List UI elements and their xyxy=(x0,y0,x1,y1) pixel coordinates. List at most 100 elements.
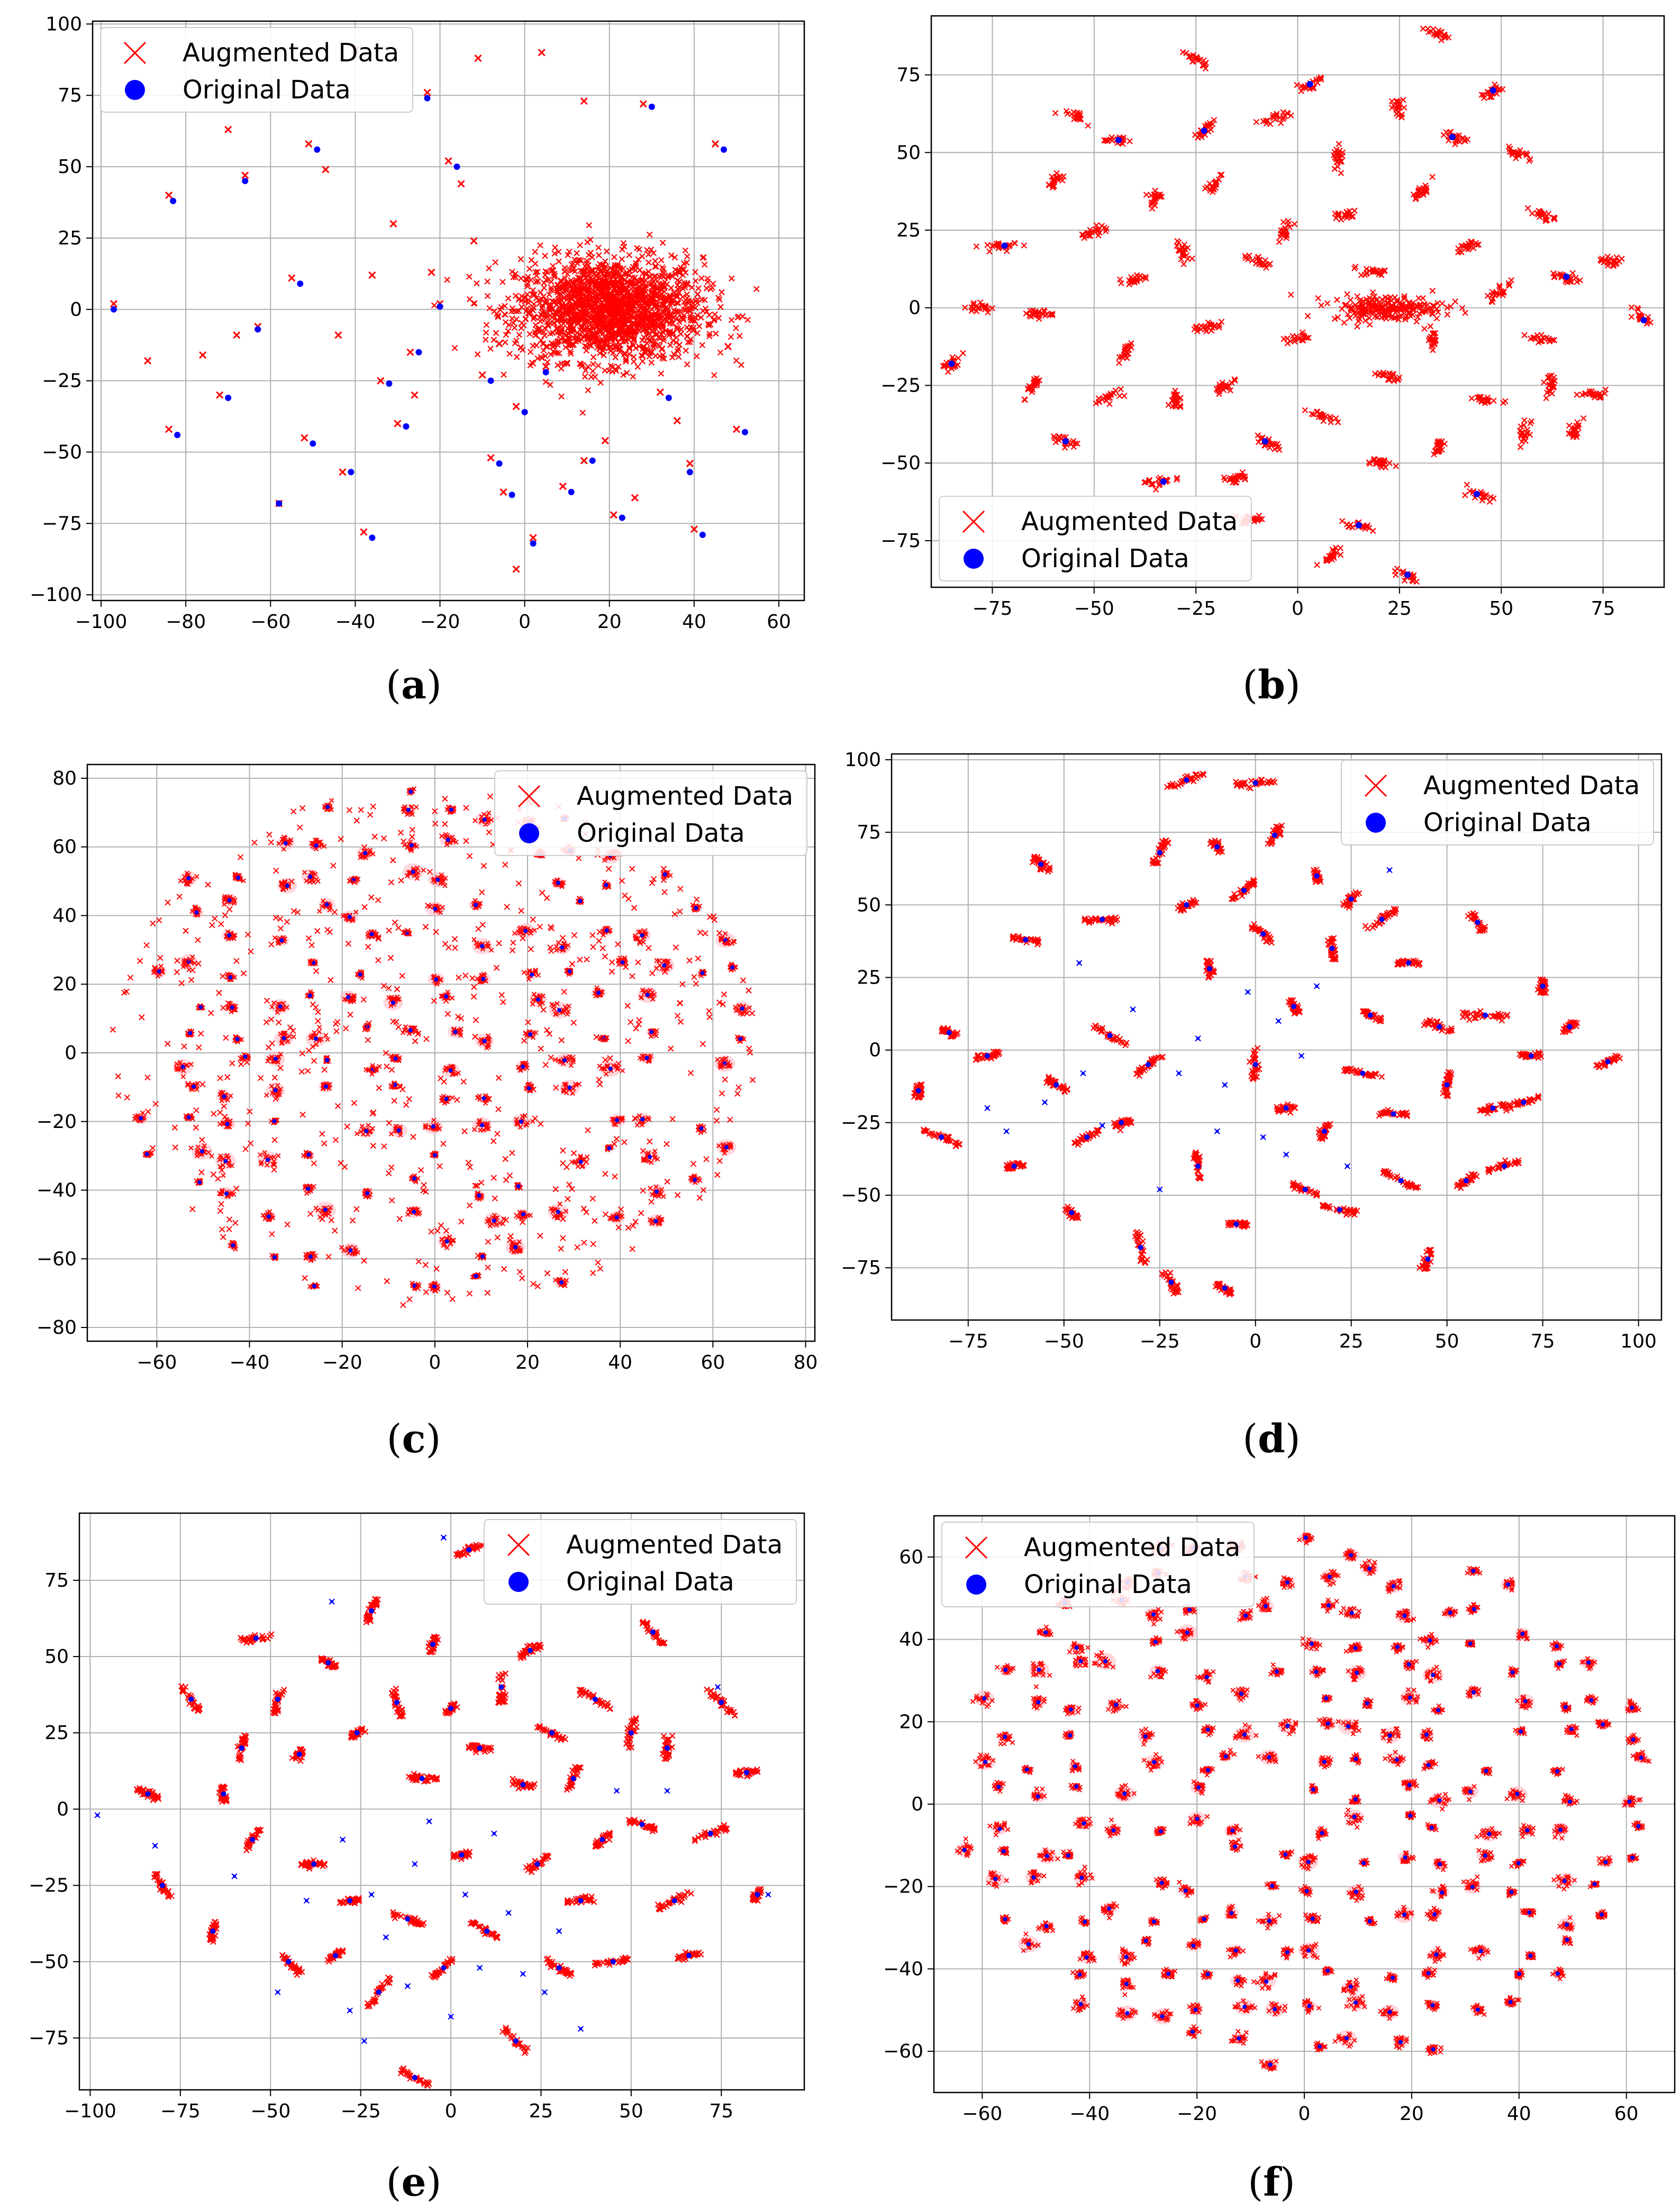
original-point xyxy=(306,1152,311,1157)
augmented-point xyxy=(676,341,683,348)
augmented-point xyxy=(558,393,565,400)
original-point xyxy=(281,1036,286,1041)
caption-letter: a xyxy=(401,662,426,708)
augmented-point xyxy=(960,350,966,357)
augmented-point xyxy=(548,278,555,285)
augmented-point xyxy=(718,304,724,310)
augmented-point xyxy=(317,1024,322,1030)
augmented-point xyxy=(1347,297,1354,303)
augmented-point xyxy=(1427,323,1434,330)
augmented-point xyxy=(597,379,604,386)
augmented-point xyxy=(986,248,993,255)
augmented-point xyxy=(1440,132,1447,138)
original-point xyxy=(396,1128,401,1133)
original-point xyxy=(496,460,503,467)
original-point xyxy=(1261,438,1268,445)
original-point xyxy=(266,1214,271,1219)
augmented-point xyxy=(492,259,498,266)
augmented-point xyxy=(518,304,525,310)
original-point xyxy=(111,306,117,313)
augmented-point xyxy=(305,140,313,148)
original-point xyxy=(266,1158,270,1162)
augmented-point xyxy=(517,256,524,262)
augmented-point xyxy=(701,261,708,268)
augmented-point xyxy=(656,388,664,396)
original-point xyxy=(607,1146,612,1151)
augmented-point xyxy=(681,280,688,286)
scatter-marks xyxy=(110,46,760,573)
augmented-point xyxy=(1127,138,1133,144)
augmented-point xyxy=(474,54,482,62)
augmented-point xyxy=(339,468,347,476)
augmented-point xyxy=(484,293,491,299)
augmented-point xyxy=(484,278,491,285)
y-tick-label: 50 xyxy=(896,142,921,163)
augmented-point xyxy=(634,284,641,291)
original-point xyxy=(513,1245,518,1250)
original-point xyxy=(448,1068,453,1073)
original-point xyxy=(480,1254,485,1259)
augmented-point xyxy=(737,333,743,339)
augmented-point xyxy=(611,254,617,260)
original-point xyxy=(615,1118,620,1123)
original-point xyxy=(431,1124,435,1129)
augmented-point xyxy=(1339,306,1345,312)
augmented-point xyxy=(577,242,583,249)
augmented-point xyxy=(576,257,583,263)
augmented-point xyxy=(667,342,674,349)
augmented-point xyxy=(1502,398,1509,405)
augmented-point xyxy=(955,355,961,361)
augmented-point xyxy=(411,391,419,399)
augmented-point xyxy=(491,336,497,343)
augmented-point xyxy=(506,350,513,357)
augmented-point xyxy=(601,436,609,444)
augmented-point xyxy=(601,333,608,340)
augmented-point xyxy=(482,336,489,343)
original-point xyxy=(640,1117,645,1122)
original-point xyxy=(474,1273,478,1278)
augmented-point xyxy=(547,381,553,388)
original-point xyxy=(415,349,422,356)
augmented-point xyxy=(466,274,473,280)
augmented-point xyxy=(428,268,435,276)
original-point xyxy=(225,1122,230,1126)
augmented-point xyxy=(1439,300,1446,307)
augmented-point xyxy=(595,252,602,259)
augmented-point xyxy=(500,488,507,496)
augmented-point xyxy=(589,368,596,375)
augmented-point xyxy=(631,358,637,365)
y-tick-label: −50 xyxy=(42,442,82,463)
augmented-point xyxy=(590,354,597,360)
augmented-point xyxy=(1429,287,1436,294)
augmented-point xyxy=(698,275,705,281)
augmented-point xyxy=(561,268,568,275)
augmented-point xyxy=(502,319,509,325)
legend-label-augmented: Augmented Data xyxy=(1021,507,1238,536)
augmented-point xyxy=(692,317,698,324)
augmented-point xyxy=(532,260,539,267)
original-point xyxy=(578,1159,583,1164)
augmented-point xyxy=(646,259,652,266)
caption-paren: ) xyxy=(1285,662,1301,708)
original-point xyxy=(323,1207,328,1212)
augmented-point xyxy=(620,240,627,247)
x-tick-label: −25 xyxy=(1176,598,1216,620)
original-point xyxy=(272,1255,277,1260)
augmented-point xyxy=(659,264,666,271)
original-point xyxy=(365,1191,370,1196)
augmented-point xyxy=(596,261,603,267)
augmented-point xyxy=(486,265,492,272)
augmented-point xyxy=(659,240,666,246)
augmented-point xyxy=(728,317,735,323)
augmented-point xyxy=(165,191,173,199)
original-point xyxy=(437,303,443,310)
augmented-point xyxy=(753,286,760,292)
augmented-point xyxy=(221,1172,226,1178)
y-tick-label: 75 xyxy=(896,65,921,86)
original-point xyxy=(648,103,655,110)
original-point xyxy=(192,1084,196,1089)
augmented-point xyxy=(1393,111,1400,117)
augmented-point xyxy=(1287,292,1294,298)
augmented-point xyxy=(562,275,568,281)
